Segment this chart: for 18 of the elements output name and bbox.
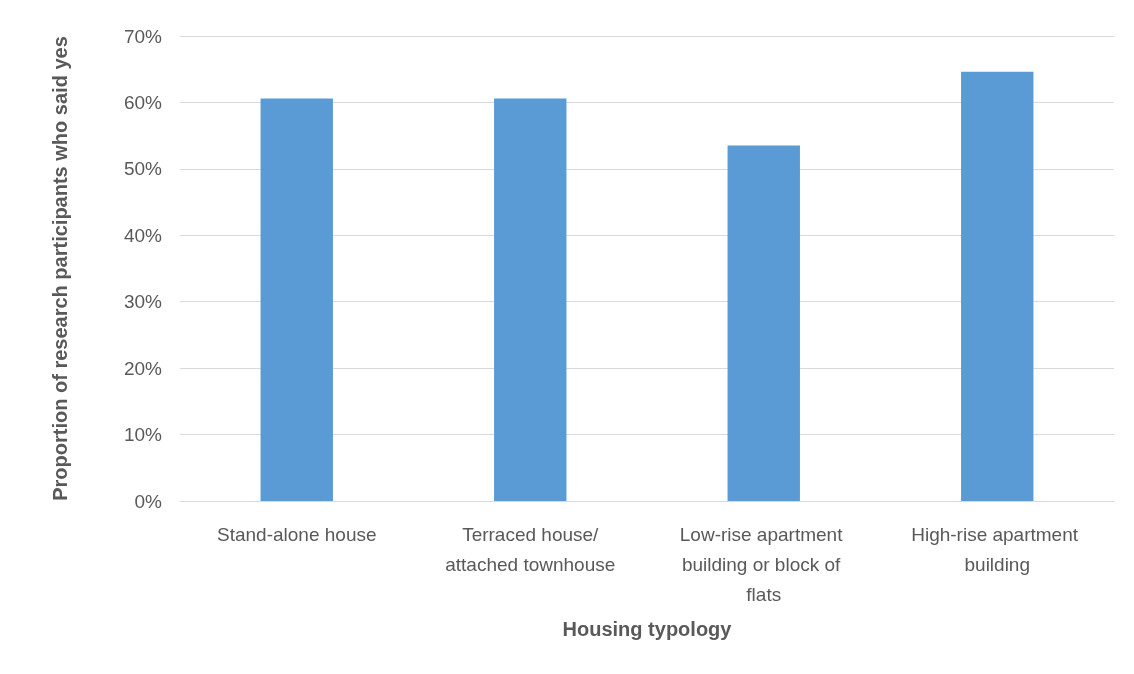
x-tick-label: Terraced house/attached townhouse — [445, 523, 616, 575]
bar — [260, 98, 333, 501]
y-tick-label: 0% — [134, 490, 163, 512]
x-tick-label: High-rise apartment building — [911, 523, 1084, 575]
bar — [727, 145, 800, 501]
bar — [494, 98, 567, 501]
y-tick-label: 40% — [123, 224, 163, 246]
x-tick-label: Low-rise apartment building or block of flats — [679, 523, 848, 605]
x-axis-title: Housing typology — [562, 618, 733, 640]
bar — [961, 71, 1034, 501]
y-tick-label: 20% — [123, 357, 163, 379]
x-tick-label: Stand-alone house — [216, 523, 377, 545]
y-tick-label: 50% — [123, 158, 163, 180]
y-tick-label: 10% — [123, 424, 163, 446]
y-tick-label: 70% — [123, 25, 163, 47]
y-axis-title: Proportion of research participants who said yes — [49, 36, 71, 501]
y-tick-label: 60% — [123, 91, 163, 113]
y-tick-label: 30% — [123, 291, 163, 313]
